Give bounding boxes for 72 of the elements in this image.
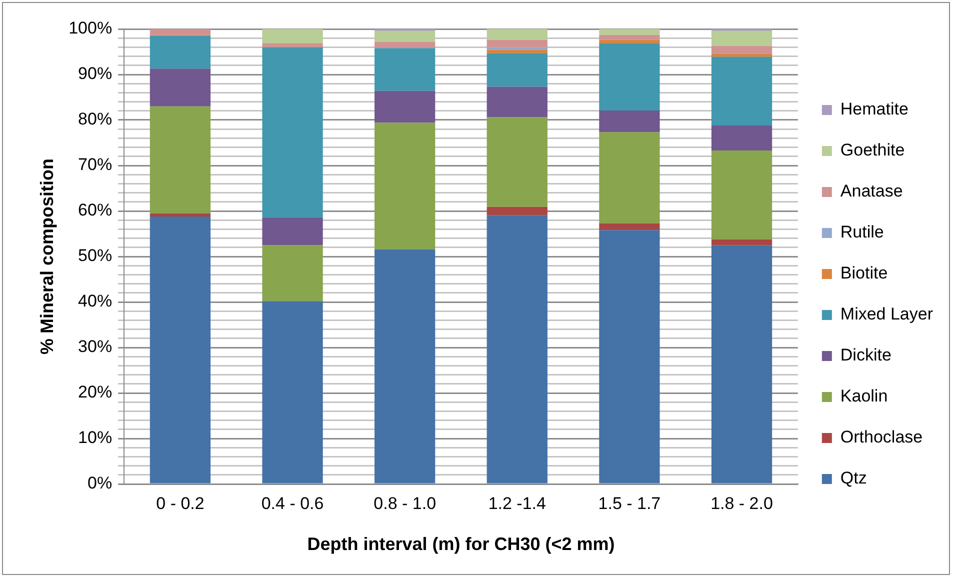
bar bbox=[711, 30, 772, 46]
bar bbox=[486, 29, 548, 40]
y-axis-title: % Mineral composition bbox=[36, 158, 57, 355]
y-tick-label: 40% bbox=[78, 292, 112, 311]
bar bbox=[374, 30, 436, 42]
bar bbox=[262, 29, 323, 44]
y-tick-label: 20% bbox=[78, 382, 112, 402]
bar bbox=[599, 40, 660, 44]
bar bbox=[262, 301, 323, 484]
bar bbox=[711, 150, 772, 240]
bar bbox=[374, 249, 436, 484]
bar bbox=[486, 50, 548, 54]
y-tick-label: 100% bbox=[68, 18, 112, 38]
legend-label: Hematite bbox=[840, 100, 908, 119]
bar bbox=[599, 223, 660, 230]
bar bbox=[599, 34, 660, 40]
x-tick-label: 1.5 - 1.7 bbox=[598, 494, 661, 513]
bar bbox=[599, 230, 660, 484]
y-tick-label: 30% bbox=[78, 337, 112, 356]
y-tick-label: 10% bbox=[78, 428, 112, 448]
x-tick-label: 0.8 - 1.0 bbox=[374, 494, 436, 513]
y-tick-label: 80% bbox=[78, 110, 112, 129]
bar bbox=[374, 48, 436, 91]
bar bbox=[486, 40, 548, 48]
legend-label: Dickite bbox=[840, 346, 892, 365]
bar bbox=[711, 245, 772, 484]
bar bbox=[711, 239, 772, 246]
bar bbox=[486, 215, 548, 484]
x-tick-label: 0.4 - 0.6 bbox=[261, 494, 324, 513]
bar bbox=[599, 43, 660, 110]
bar bbox=[486, 117, 548, 207]
bar bbox=[599, 132, 660, 224]
y-tick-label: 50% bbox=[78, 246, 112, 266]
y-tick-label: 90% bbox=[78, 64, 112, 84]
bar bbox=[150, 216, 211, 484]
bar bbox=[711, 56, 772, 126]
legend-label: Biotite bbox=[840, 264, 888, 283]
legend-label: Mixed Layer bbox=[840, 304, 934, 324]
bar bbox=[486, 53, 548, 87]
legend-label: Rutile bbox=[840, 222, 884, 242]
legend-label: Anatase bbox=[840, 182, 903, 201]
bar bbox=[374, 90, 436, 123]
bar bbox=[150, 213, 211, 216]
bar bbox=[150, 106, 211, 214]
bar bbox=[150, 29, 211, 35]
legend-label: Kaolin bbox=[840, 386, 888, 406]
bar bbox=[486, 47, 548, 50]
legend-label: Goethite bbox=[840, 140, 905, 160]
bar bbox=[374, 122, 436, 250]
legend-label: Orthoclase bbox=[840, 428, 923, 447]
y-tick-label: 70% bbox=[78, 155, 112, 174]
y-tick-label: 60% bbox=[78, 200, 112, 220]
bar bbox=[711, 46, 772, 54]
bar bbox=[262, 245, 323, 302]
bar bbox=[262, 217, 323, 246]
x-tick-label: 1.8 - 2.0 bbox=[710, 494, 773, 513]
bar bbox=[150, 68, 211, 106]
x-axis-title: Depth interval (m) for CH30 (<2 mm) bbox=[307, 534, 615, 554]
bar bbox=[599, 110, 660, 132]
x-tick-label: 1.2 -1.4 bbox=[488, 494, 546, 513]
bar bbox=[374, 42, 436, 48]
bar bbox=[486, 86, 548, 118]
bar bbox=[486, 206, 548, 216]
bar bbox=[599, 29, 660, 35]
bar bbox=[711, 54, 772, 57]
bar bbox=[262, 43, 323, 48]
legend-label: Qtz bbox=[840, 468, 867, 488]
bar bbox=[262, 47, 323, 218]
y-tick-label: 0% bbox=[88, 474, 112, 493]
x-tick-label: 0 - 0.2 bbox=[156, 494, 204, 513]
bar bbox=[150, 36, 211, 69]
bar bbox=[711, 125, 772, 150]
